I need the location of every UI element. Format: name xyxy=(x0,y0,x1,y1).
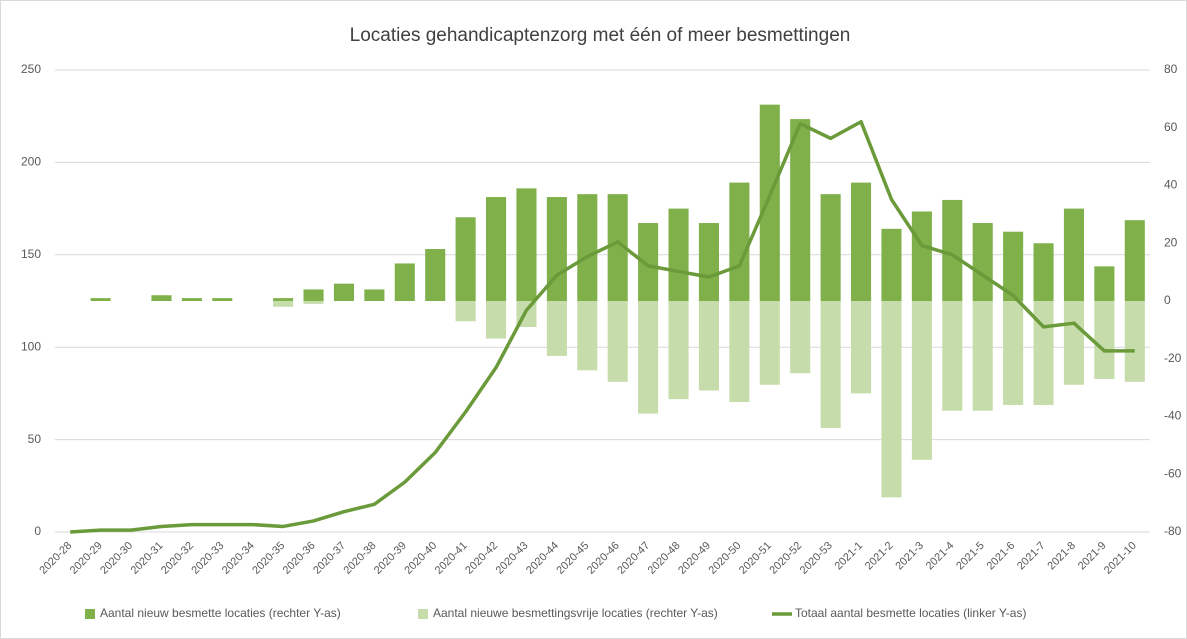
bar xyxy=(546,301,567,356)
bar xyxy=(577,194,598,301)
bar xyxy=(668,208,689,301)
bar xyxy=(1003,231,1024,301)
bar xyxy=(759,301,780,385)
bar xyxy=(851,182,872,301)
legend-label: Aantal nieuw besmette locaties (rechter … xyxy=(100,606,341,620)
bar xyxy=(972,223,993,301)
bar xyxy=(820,194,841,301)
bar xyxy=(273,301,294,307)
bar xyxy=(729,301,750,403)
y2-tick-label: 0 xyxy=(1164,293,1171,307)
bar xyxy=(516,188,537,301)
bar xyxy=(881,228,902,301)
bar xyxy=(729,182,750,301)
bar xyxy=(607,301,628,382)
bar xyxy=(546,197,567,301)
bar xyxy=(790,301,811,374)
bar xyxy=(90,298,111,301)
legend-label: Aantal nieuwe besmettingsvrije locaties … xyxy=(433,606,718,620)
y-tick-label: 150 xyxy=(21,247,41,261)
bar xyxy=(790,119,811,302)
bar xyxy=(577,301,598,371)
bar xyxy=(1063,208,1084,301)
y2-tick-label: 20 xyxy=(1164,235,1178,249)
bar xyxy=(668,301,689,400)
bar xyxy=(1094,301,1115,379)
bar xyxy=(151,295,172,301)
bar xyxy=(455,217,476,301)
bar xyxy=(638,301,659,414)
y-tick-label: 50 xyxy=(28,432,42,446)
bar xyxy=(942,301,963,411)
bar xyxy=(1124,301,1145,382)
bar xyxy=(425,249,446,301)
bar xyxy=(1094,266,1115,301)
bar xyxy=(181,298,202,301)
bar xyxy=(638,223,659,301)
bar xyxy=(607,194,628,301)
bar xyxy=(333,283,354,301)
bar xyxy=(212,298,233,301)
bar xyxy=(698,301,719,391)
y2-tick-label: -60 xyxy=(1164,466,1182,480)
bar xyxy=(273,298,294,301)
y2-tick-label: 80 xyxy=(1164,62,1178,76)
chart-title: Locaties gehandicaptenzorg met één of me… xyxy=(350,25,851,46)
y-tick-label: 250 xyxy=(21,62,41,76)
bar xyxy=(303,289,324,301)
bar xyxy=(1033,243,1054,301)
bar xyxy=(1033,301,1054,405)
y2-tick-label: -40 xyxy=(1164,409,1182,423)
bar xyxy=(698,223,719,301)
y2-tick-label: 40 xyxy=(1164,178,1178,192)
bar xyxy=(455,301,476,322)
legend-label: Totaal aantal besmette locaties (linker … xyxy=(795,606,1026,620)
bar xyxy=(759,104,780,302)
bar xyxy=(1003,301,1024,405)
bar xyxy=(394,263,415,301)
legend-swatch xyxy=(418,609,428,619)
y2-tick-label: 60 xyxy=(1164,120,1178,134)
y-tick-label: 100 xyxy=(21,339,41,353)
bar xyxy=(1124,220,1145,301)
bar xyxy=(911,211,932,301)
bar xyxy=(303,301,324,304)
bar xyxy=(881,301,902,498)
legend-swatch xyxy=(85,609,95,619)
y2-tick-label: -80 xyxy=(1164,524,1182,538)
y2-tick-label: -20 xyxy=(1164,351,1182,365)
bar xyxy=(486,197,507,301)
bar xyxy=(851,301,872,394)
bar xyxy=(820,301,841,429)
bar xyxy=(486,301,507,339)
bar xyxy=(942,199,963,301)
bar xyxy=(972,301,993,411)
bar xyxy=(364,289,385,301)
line xyxy=(70,119,1135,534)
bar xyxy=(911,301,932,460)
y-tick-label: 200 xyxy=(21,155,41,169)
y-tick-label: 0 xyxy=(34,524,41,538)
bar xyxy=(1063,301,1084,385)
